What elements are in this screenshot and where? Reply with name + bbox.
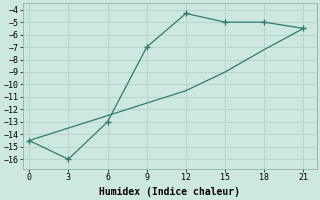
X-axis label: Humidex (Indice chaleur): Humidex (Indice chaleur) xyxy=(99,186,240,197)
